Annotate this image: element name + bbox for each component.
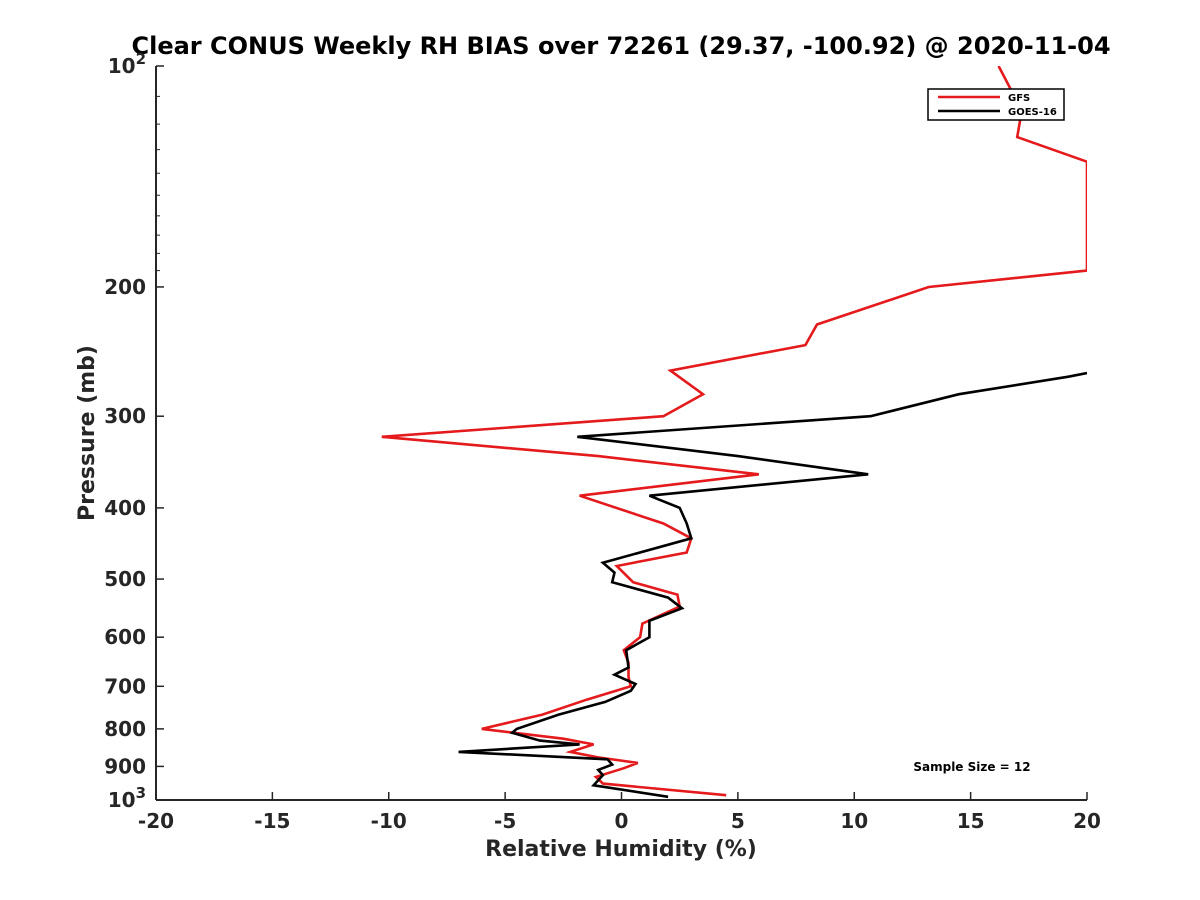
x-tick-label: -5 xyxy=(494,809,516,833)
x-tick-label: 20 xyxy=(1073,809,1101,833)
sample-size-annotation: Sample Size = 12 xyxy=(913,760,1030,774)
x-tick-label: 15 xyxy=(957,809,985,833)
x-tick-label: 10 xyxy=(840,809,868,833)
y-tick-label: 300 xyxy=(104,404,146,428)
y-tick-label: 103 xyxy=(108,784,146,812)
y-tick-label: 600 xyxy=(104,625,146,649)
x-tick-label: -20 xyxy=(138,809,174,833)
x-tick-label: 0 xyxy=(615,809,629,833)
y-tick-label: 800 xyxy=(104,717,146,741)
series-line-goes16 xyxy=(458,371,1087,799)
y-tick-label: 102 xyxy=(108,50,146,78)
chart-title: Clear CONUS Weekly RH BIAS over 72261 (2… xyxy=(131,32,1110,60)
x-tick-label: -10 xyxy=(371,809,407,833)
y-axis-ticks: 102 200 300 400 500 600 700 800 900 103 xyxy=(104,50,164,812)
y-tick-label: 200 xyxy=(104,275,146,299)
x-axis-label: Relative Humidity (%) xyxy=(485,837,757,862)
y-tick-label: 900 xyxy=(104,754,146,778)
legend-label-goes16: GOES-16 xyxy=(1008,107,1057,118)
legend-label-gfs: GFS xyxy=(1008,93,1030,104)
x-tick-label: -15 xyxy=(254,809,290,833)
series-layer xyxy=(381,66,1087,799)
y-axis-label: Pressure (mb) xyxy=(75,345,100,521)
x-axis-ticks: -20 -15 -10 -5 0 5 10 15 20 xyxy=(138,792,1101,833)
series-line-gfs xyxy=(381,66,1087,797)
legend-box xyxy=(927,88,1065,121)
y-tick-label: 500 xyxy=(104,567,146,591)
x-tick-label: 5 xyxy=(731,809,745,833)
y-tick-label: 700 xyxy=(104,674,146,698)
y-tick-label: 400 xyxy=(104,496,146,520)
legend: GFS GOES-16 xyxy=(927,88,1065,121)
